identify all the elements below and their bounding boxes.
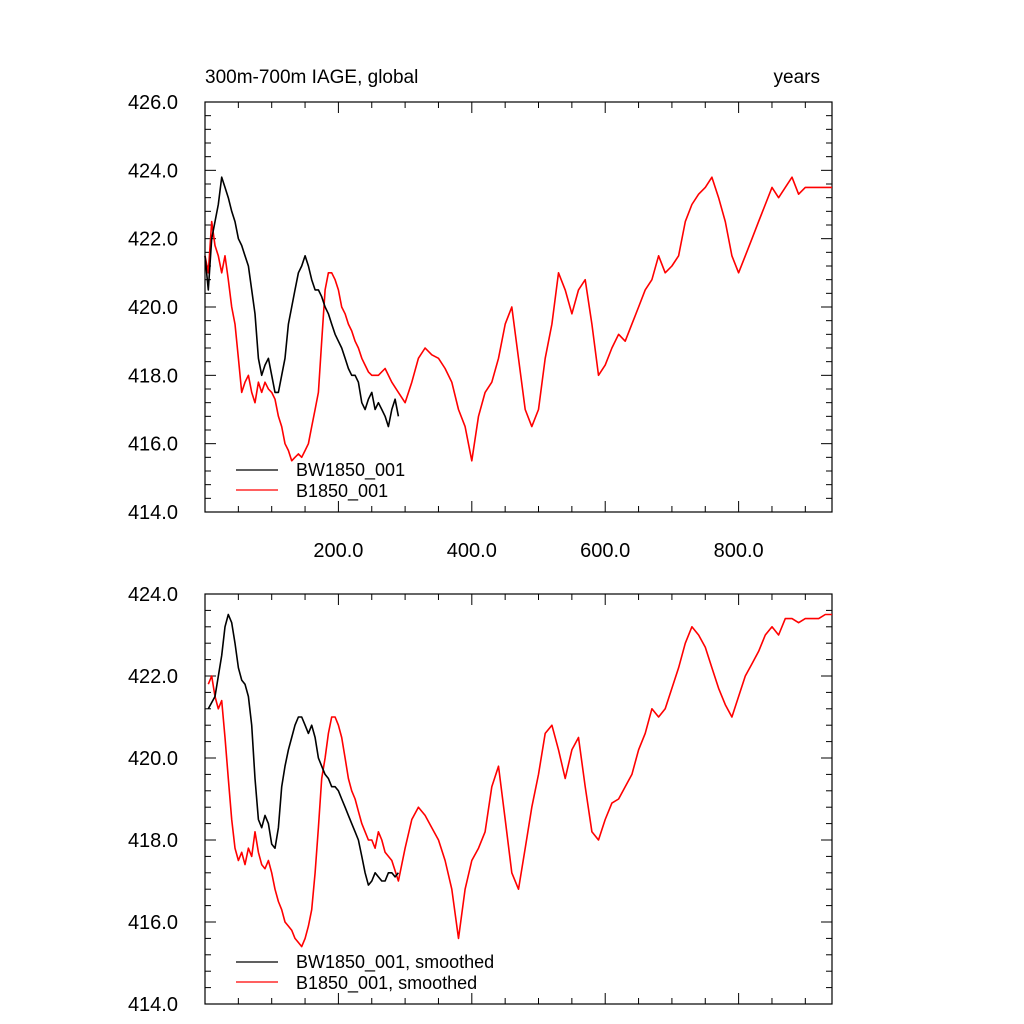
y-tick-label-424.0: 424.0 (128, 584, 178, 606)
panel-bottom-series (207, 613, 832, 948)
panel-top-legend: BW1850_001 B1850_001 (236, 460, 405, 502)
y-tick-label-420.0: 420.0 (128, 748, 178, 770)
bottom-series-b1850 (207, 613, 832, 948)
y-tick-label-414.0: 414.0 (128, 994, 178, 1016)
panel-bottom-y-axis: 414.0 416.0 418.0 420.0 422.0 424.0 (128, 584, 178, 1016)
y-tick-label-420.0: 420.0 (128, 297, 178, 319)
panel-bottom-ticks (205, 593, 832, 1005)
y-tick-label-416.0: 416.0 (128, 912, 178, 934)
y-tick-label-426.0: 426.0 (128, 92, 178, 114)
y-tick-label-414.0: 414.0 (128, 502, 178, 524)
panel-top-y-axis: 414.0 416.0 418.0 420.0 422.0 424.0 426.0 (128, 92, 178, 524)
legend-label-b1850: B1850_001 (296, 481, 388, 502)
x-tick-label-800.0: 800.0 (714, 540, 764, 562)
panel-top-series (204, 176, 832, 462)
x-tick-label-400.0: 400.0 (447, 540, 497, 562)
bottom-series-bw1850 (207, 613, 400, 886)
y-tick-label-424.0: 424.0 (128, 160, 178, 182)
panel-top-title-right: years (774, 67, 820, 88)
panel-bottom-legend: BW1850_001, smoothed B1850_001, smoothed (236, 952, 494, 994)
y-tick-label-418.0: 418.0 (128, 830, 178, 852)
top-series-b1850 (204, 176, 832, 462)
legend-label-bw1850-smoothed: BW1850_001, smoothed (296, 952, 494, 973)
panel-top-title-left: 300m-700m IAGE, global (205, 67, 418, 88)
panel-top-x-axis: 200.0 400.0 600.0 800.0 (313, 540, 763, 562)
x-tick-label-600.0: 600.0 (580, 540, 630, 562)
panel-top: 300m-700m IAGE, global years 414.0416.04… (128, 67, 833, 562)
y-tick-label-422.0: 422.0 (128, 229, 178, 251)
x-tick-label-200.0: 200.0 (313, 540, 363, 562)
panel-top-ticks (205, 101, 832, 513)
panel-bottom-frame (204, 593, 833, 1005)
y-tick-label-416.0: 416.0 (128, 434, 178, 456)
panel-top-frame (204, 101, 833, 513)
top-series-bw1850 (204, 176, 400, 428)
legend-label-bw1850: BW1850_001 (296, 460, 405, 481)
y-tick-label-418.0: 418.0 (128, 365, 178, 387)
y-tick-label-422.0: 422.0 (128, 666, 178, 688)
legend-label-b1850-smoothed: B1850_001, smoothed (296, 973, 477, 994)
panel-bottom: 414.0 416.0 418.0 420.0 422.0 424.0 BW1850_00… (128, 584, 833, 1016)
